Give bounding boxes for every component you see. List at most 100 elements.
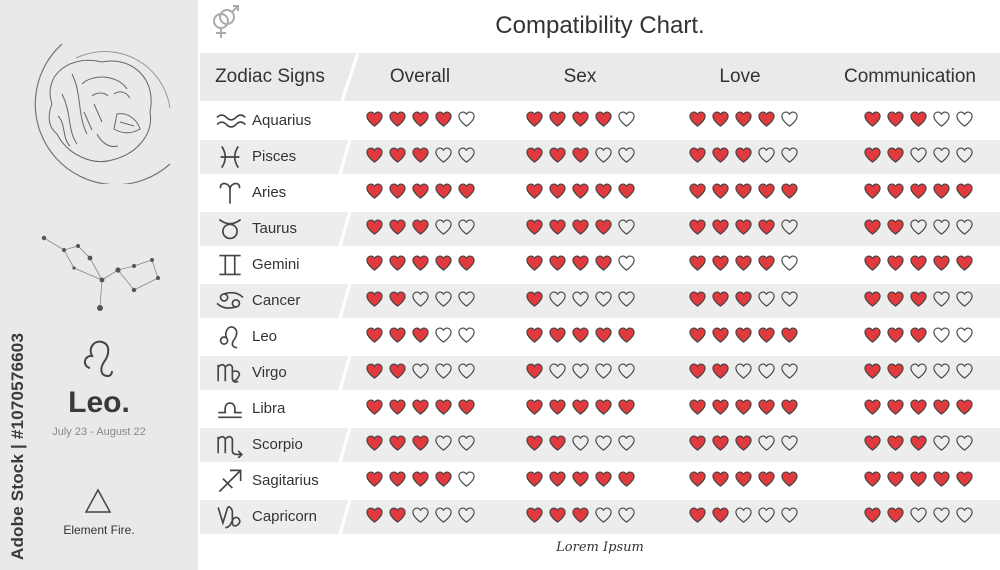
heart-filled-icon — [734, 291, 752, 307]
heart-empty-icon — [457, 147, 475, 163]
rating-overall — [365, 470, 476, 492]
footer-signature: Lorem Ipsum — [556, 540, 644, 555]
rating-love — [688, 434, 799, 456]
heart-filled-icon — [365, 327, 383, 343]
table-row: Cancer — [200, 284, 1000, 318]
row-divider — [338, 392, 352, 426]
heart-empty-icon — [932, 435, 950, 451]
heart-empty-icon — [932, 111, 950, 127]
heart-filled-icon — [711, 435, 729, 451]
heart-empty-icon — [457, 111, 475, 127]
heart-filled-icon — [711, 471, 729, 487]
heart-filled-icon — [388, 327, 406, 343]
heart-filled-icon — [365, 111, 383, 127]
heart-filled-icon — [594, 111, 612, 127]
rating-overall — [365, 218, 476, 240]
fire-element-icon — [84, 488, 112, 513]
heart-empty-icon — [434, 435, 452, 451]
rating-love — [688, 470, 799, 492]
rating-communication — [863, 434, 974, 456]
heart-empty-icon — [411, 291, 429, 307]
header-divider — [340, 53, 360, 101]
rating-sex — [525, 254, 636, 276]
heart-empty-icon — [571, 363, 589, 379]
heart-filled-icon — [688, 435, 706, 451]
heart-filled-icon — [688, 471, 706, 487]
rating-sex — [525, 110, 636, 132]
heart-empty-icon — [594, 435, 612, 451]
heart-empty-icon — [617, 507, 635, 523]
heart-filled-icon — [548, 255, 566, 271]
leo-symbol-icon — [83, 340, 113, 378]
heart-empty-icon — [617, 111, 635, 127]
heart-empty-icon — [955, 219, 973, 235]
heart-filled-icon — [571, 219, 589, 235]
heart-filled-icon — [757, 219, 775, 235]
heart-filled-icon — [863, 219, 881, 235]
rating-overall — [365, 326, 476, 348]
heart-empty-icon — [617, 363, 635, 379]
heart-filled-icon — [955, 471, 973, 487]
heart-empty-icon — [955, 435, 973, 451]
heart-empty-icon — [548, 363, 566, 379]
page-title: Compatibility Chart. — [495, 12, 705, 39]
heart-filled-icon — [780, 399, 798, 415]
zodiac-sign-label: Aquarius — [252, 112, 312, 129]
heart-filled-icon — [525, 291, 543, 307]
column-header-communication: Communication — [844, 66, 976, 87]
heart-filled-icon — [571, 147, 589, 163]
heart-filled-icon — [411, 111, 429, 127]
sagittarius-icon — [218, 469, 242, 493]
heart-filled-icon — [365, 183, 383, 199]
heart-filled-icon — [388, 219, 406, 235]
table-row: Taurus — [200, 212, 1000, 246]
heart-filled-icon — [617, 471, 635, 487]
heart-filled-icon — [388, 147, 406, 163]
heart-filled-icon — [886, 183, 904, 199]
heart-filled-icon — [365, 363, 383, 379]
heart-empty-icon — [780, 147, 798, 163]
rating-communication — [863, 110, 974, 132]
rating-sex — [525, 146, 636, 168]
heart-filled-icon — [365, 255, 383, 271]
heart-empty-icon — [780, 363, 798, 379]
heart-empty-icon — [457, 219, 475, 235]
rating-love — [688, 182, 799, 204]
rating-overall — [365, 434, 476, 456]
heart-filled-icon — [863, 363, 881, 379]
heart-empty-icon — [434, 291, 452, 307]
heart-empty-icon — [757, 147, 775, 163]
heart-filled-icon — [434, 255, 452, 271]
heart-empty-icon — [955, 507, 973, 523]
leo-icon — [219, 326, 238, 349]
heart-filled-icon — [734, 147, 752, 163]
heart-filled-icon — [909, 111, 927, 127]
zodiac-sign-label: Taurus — [252, 220, 298, 237]
heart-filled-icon — [780, 183, 798, 199]
heart-empty-icon — [457, 291, 475, 307]
heart-empty-icon — [780, 291, 798, 307]
gender-symbols-icon — [213, 5, 239, 38]
heart-filled-icon — [525, 183, 543, 199]
heart-filled-icon — [525, 327, 543, 343]
heart-filled-icon — [711, 399, 729, 415]
table-row: Capricorn — [200, 500, 1000, 534]
heart-filled-icon — [711, 111, 729, 127]
heart-filled-icon — [688, 363, 706, 379]
heart-filled-icon — [711, 183, 729, 199]
heart-empty-icon — [434, 327, 452, 343]
heart-empty-icon — [457, 363, 475, 379]
heart-empty-icon — [594, 363, 612, 379]
heart-filled-icon — [688, 399, 706, 415]
zodiac-sign-label: Virgo — [252, 364, 287, 381]
zodiac-sign-label: Libra — [252, 400, 286, 417]
heart-filled-icon — [525, 399, 543, 415]
heart-filled-icon — [434, 183, 452, 199]
heart-empty-icon — [909, 507, 927, 523]
row-divider — [338, 320, 352, 354]
heart-filled-icon — [525, 111, 543, 127]
heart-filled-icon — [365, 471, 383, 487]
heart-filled-icon — [863, 147, 881, 163]
table-header — [200, 53, 1000, 101]
heart-filled-icon — [525, 219, 543, 235]
